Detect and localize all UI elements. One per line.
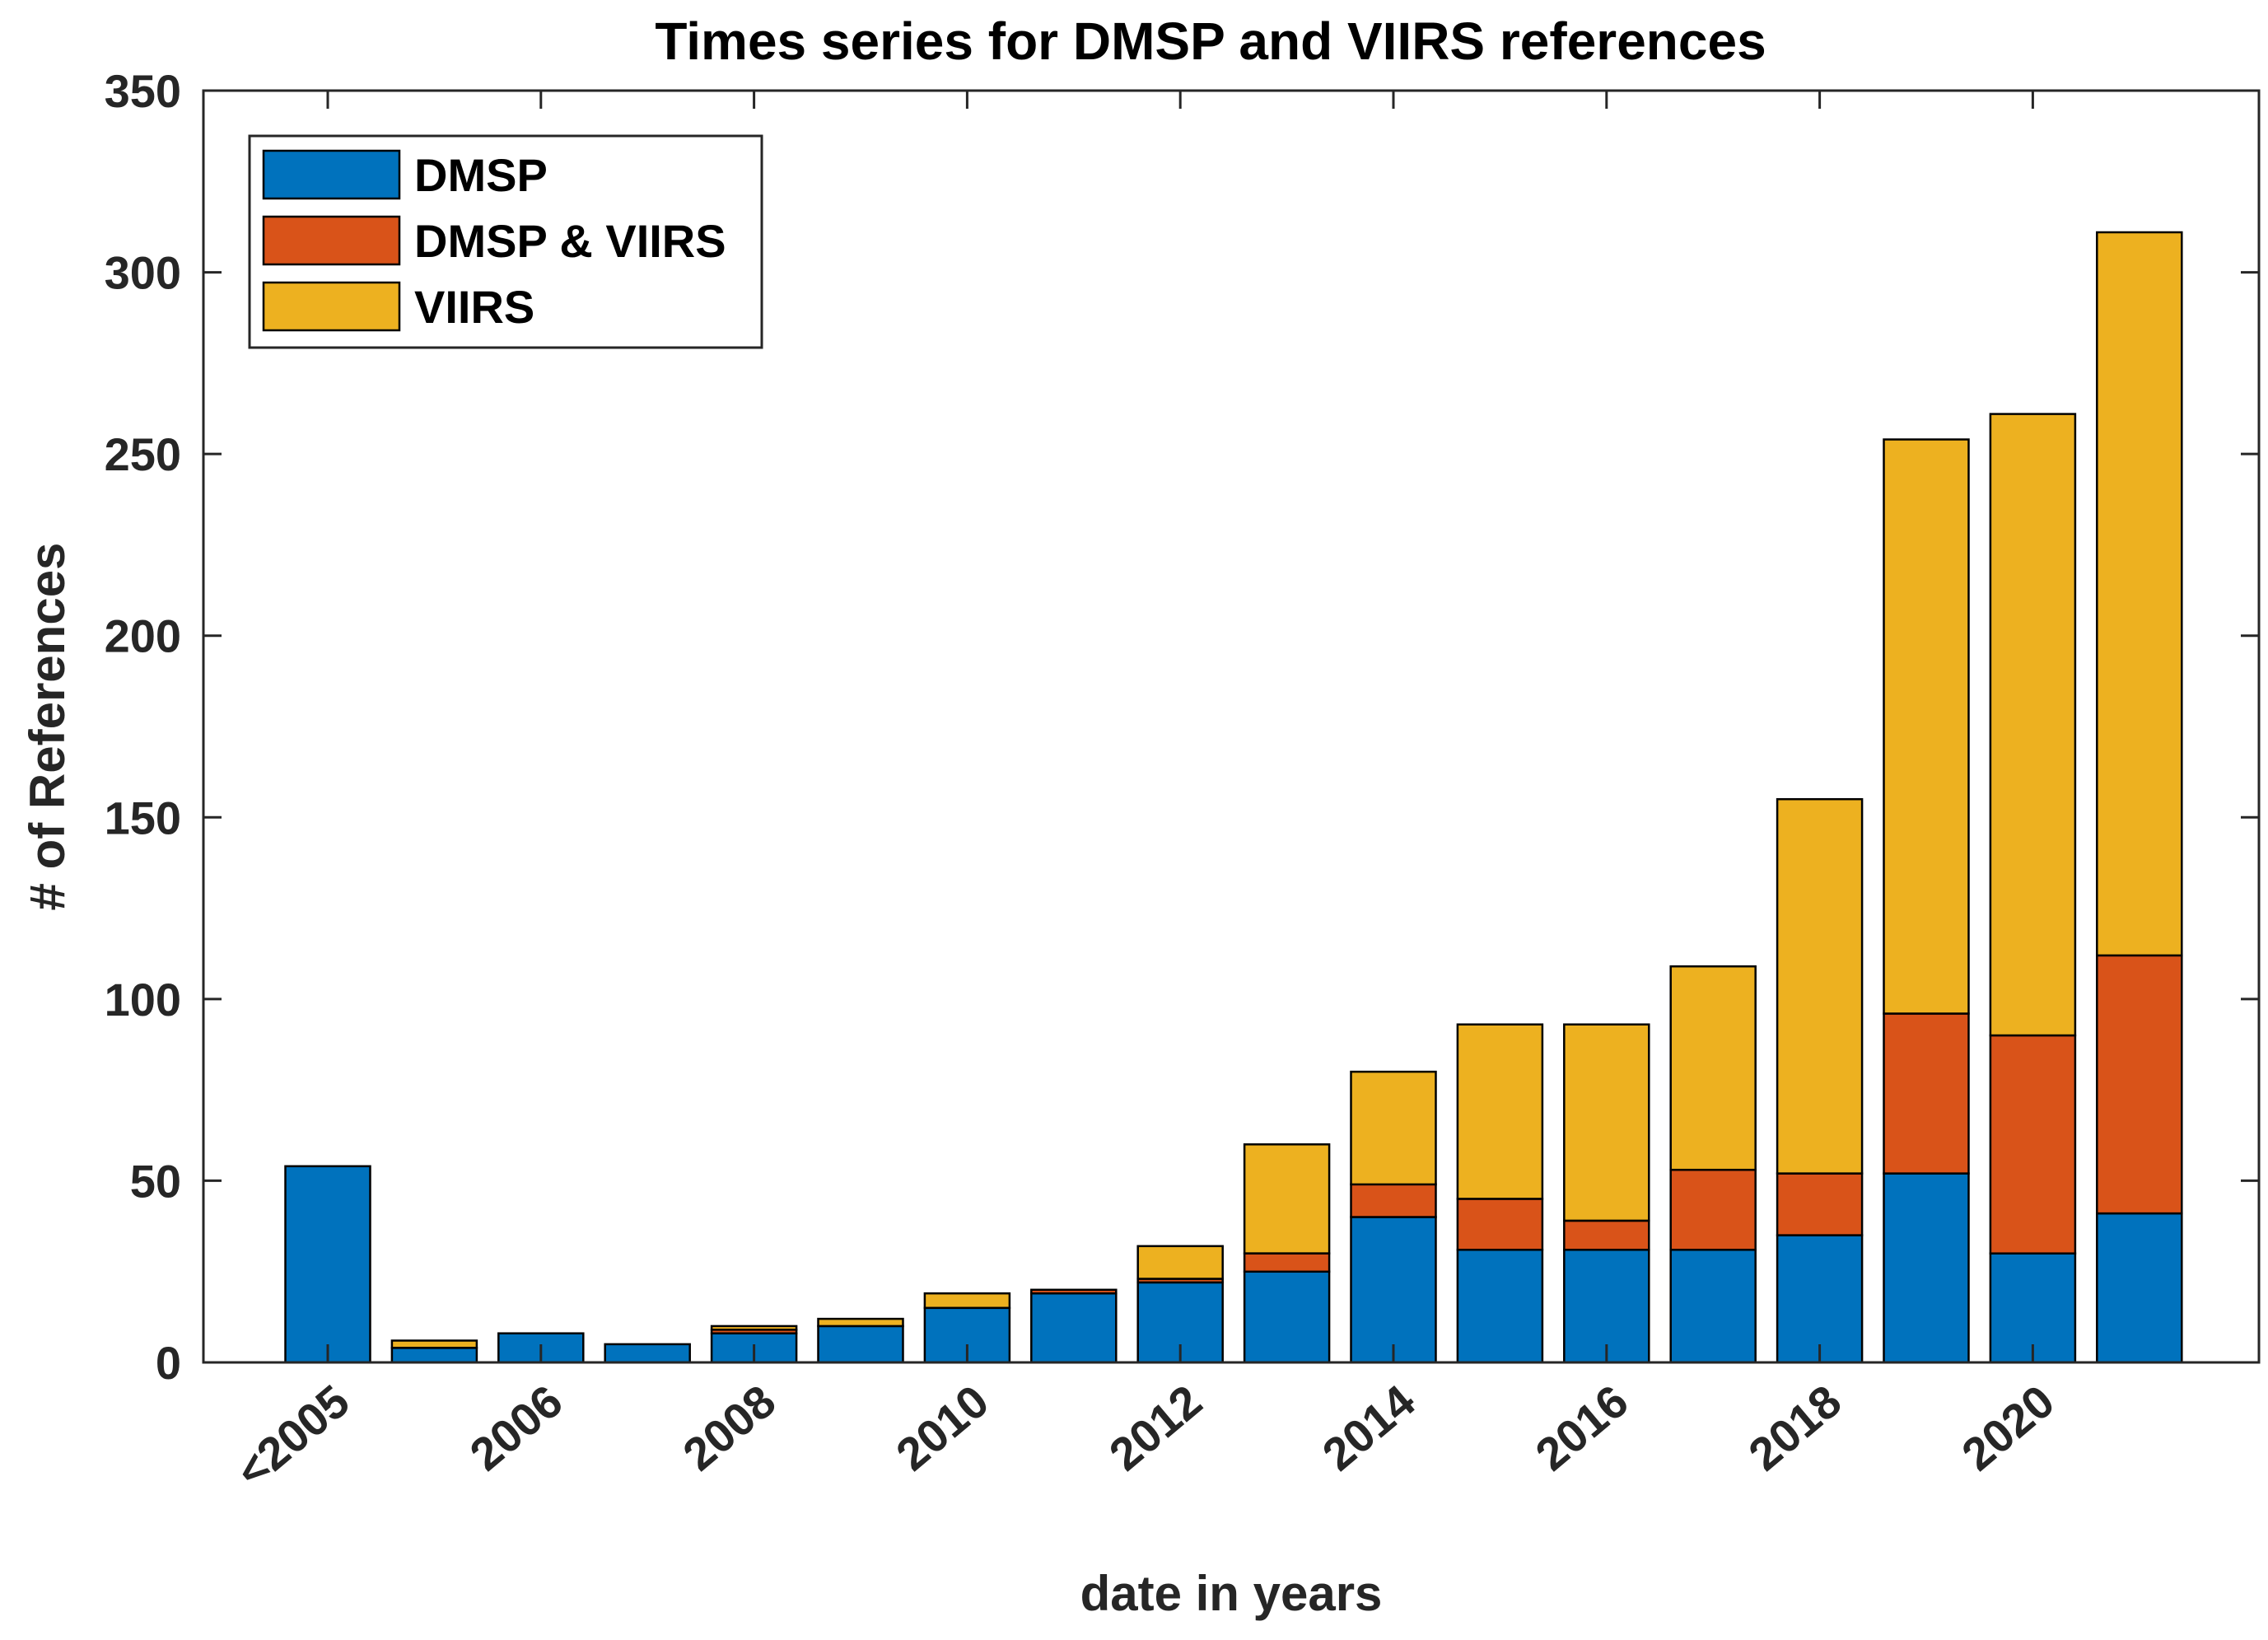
bar-dmsp-1 [390, 1347, 478, 1364]
bar-viirs-16 [1989, 413, 2077, 1037]
legend: DMSP DMSP & VIIRS VIIRS [248, 134, 763, 349]
x-tick-label-4: 2012 [1099, 1375, 1211, 1480]
y-axis: 0 50 100 150 200 250 300 350 [105, 65, 2259, 1389]
bar-viirs-4 [710, 1325, 798, 1331]
x-tick-label-3: 2010 [886, 1375, 998, 1480]
bar-dmsp-viirs-9 [1243, 1252, 1331, 1273]
x-tick-label-2: 2008 [673, 1375, 785, 1480]
legend-label-1: DMSP & VIIRS [414, 215, 726, 267]
legend-swatch-2 [262, 281, 401, 332]
bar-dmsp-viirs-17 [2096, 954, 2183, 1215]
bars-group [284, 231, 2183, 1364]
bar-dmsp-3 [604, 1343, 691, 1364]
y-tick-label-2: 100 [105, 974, 181, 1026]
legend-label-2: VIIRS [414, 281, 534, 333]
bar-dmsp-viirs-14 [1776, 1172, 1864, 1236]
bar-dmsp-5 [817, 1325, 904, 1364]
bar-dmsp-14 [1776, 1234, 1864, 1364]
y-tick-label-0: 0 [156, 1337, 181, 1389]
y-tick-label-7: 350 [105, 65, 181, 117]
bar-viirs-17 [2096, 231, 2183, 957]
y-tick-label-6: 300 [105, 247, 181, 299]
x-tick-label-7: 2018 [1738, 1375, 1850, 1480]
bar-dmsp-viirs-7 [1030, 1288, 1118, 1295]
bar-viirs-1 [390, 1339, 478, 1349]
bar-dmsp-13 [1669, 1248, 1757, 1364]
bar-viirs-9 [1243, 1143, 1331, 1255]
chart-title: Times series for DMSP and VIIRS referenc… [655, 12, 1766, 71]
bar-dmsp-7 [1030, 1292, 1118, 1364]
bar-viirs-5 [817, 1317, 904, 1328]
y-tick-label-3: 150 [105, 792, 181, 843]
bar-dmsp-viirs-15 [1883, 1012, 1970, 1175]
x-tick-label-5: 2014 [1313, 1375, 1425, 1480]
bar-viirs-15 [1883, 438, 1970, 1015]
bar-dmsp-viirs-13 [1669, 1168, 1757, 1251]
x-axis-label: date in years [1080, 1566, 1383, 1621]
y-tick-label-5: 250 [105, 428, 181, 480]
bar-viirs-6 [923, 1292, 1011, 1310]
bar-dmsp-viirs-11 [1456, 1198, 1544, 1251]
legend-label-0: DMSP [414, 149, 548, 201]
bar-dmsp-viirs-12 [1563, 1219, 1650, 1251]
bar-viirs-10 [1350, 1070, 1437, 1186]
bar-viirs-14 [1776, 797, 1864, 1175]
bar-dmsp-11 [1456, 1248, 1544, 1364]
y-tick-label-1: 50 [130, 1155, 181, 1207]
bar-dmsp-9 [1243, 1270, 1331, 1364]
legend-swatch-0 [262, 149, 401, 200]
bar-dmsp-15 [1883, 1172, 1970, 1364]
x-tick-label-0: <2005 [226, 1375, 359, 1497]
x-tick-label-1: 2006 [460, 1375, 572, 1480]
bar-viirs-12 [1563, 1023, 1650, 1222]
bar-viirs-8 [1136, 1245, 1224, 1280]
bar-dmsp-viirs-10 [1350, 1183, 1437, 1218]
bar-viirs-11 [1456, 1023, 1544, 1200]
bar-dmsp-viirs-16 [1989, 1034, 2077, 1255]
bar-viirs-13 [1669, 965, 1757, 1171]
y-tick-label-4: 200 [105, 610, 181, 662]
y-axis-label: # of References [20, 543, 75, 911]
bar-dmsp-10 [1350, 1216, 1437, 1364]
x-tick-label-6: 2016 [1526, 1375, 1638, 1480]
legend-swatch-1 [262, 215, 401, 266]
bar-dmsp-17 [2096, 1212, 2183, 1364]
plot-area-border [202, 89, 2261, 1364]
bar-dmsp-0 [284, 1165, 371, 1364]
x-tick-label-8: 2020 [1952, 1375, 2064, 1480]
